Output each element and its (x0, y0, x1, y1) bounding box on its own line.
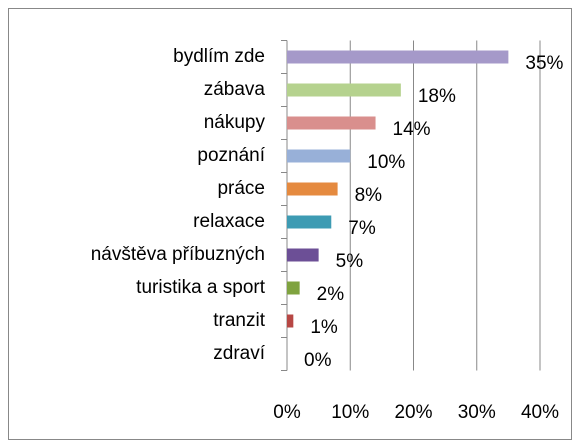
y-tick-label: nákupy (204, 112, 266, 133)
x-tick-label: 40% (521, 402, 559, 423)
x-tick-label: 0% (273, 402, 301, 423)
bar (287, 248, 319, 262)
data-label: 2% (317, 284, 345, 305)
y-tick-label: relaxace (193, 211, 265, 232)
x-tick-label: 10% (331, 402, 369, 423)
y-tick-label: zábava (204, 79, 266, 100)
data-label: 18% (418, 86, 456, 107)
data-label: 8% (355, 185, 383, 206)
data-label: 14% (393, 119, 431, 140)
bar (287, 149, 351, 163)
bar (287, 83, 401, 97)
data-label: 7% (348, 218, 376, 239)
x-tick-label: 20% (394, 402, 432, 423)
x-tick-label: 30% (458, 402, 496, 423)
data-label: 0% (304, 350, 332, 371)
bar (287, 314, 294, 328)
bar (287, 50, 509, 64)
y-tick-label: poznání (197, 145, 265, 166)
bar (287, 182, 338, 196)
y-tick-label: bydlím zde (173, 46, 265, 67)
y-tick-label: tranzit (213, 310, 265, 331)
bar (287, 281, 300, 295)
bar (287, 215, 332, 229)
bar (287, 116, 376, 130)
data-label: 1% (310, 317, 338, 338)
y-tick-label: práce (217, 178, 265, 199)
y-tick-label: turistika a sport (136, 277, 266, 298)
data-label: 35% (525, 53, 563, 74)
data-label: 10% (367, 152, 405, 173)
y-tick-label: návštěva příbuzných (91, 244, 265, 265)
data-label: 5% (336, 251, 364, 272)
y-tick-label: zdraví (213, 343, 265, 364)
